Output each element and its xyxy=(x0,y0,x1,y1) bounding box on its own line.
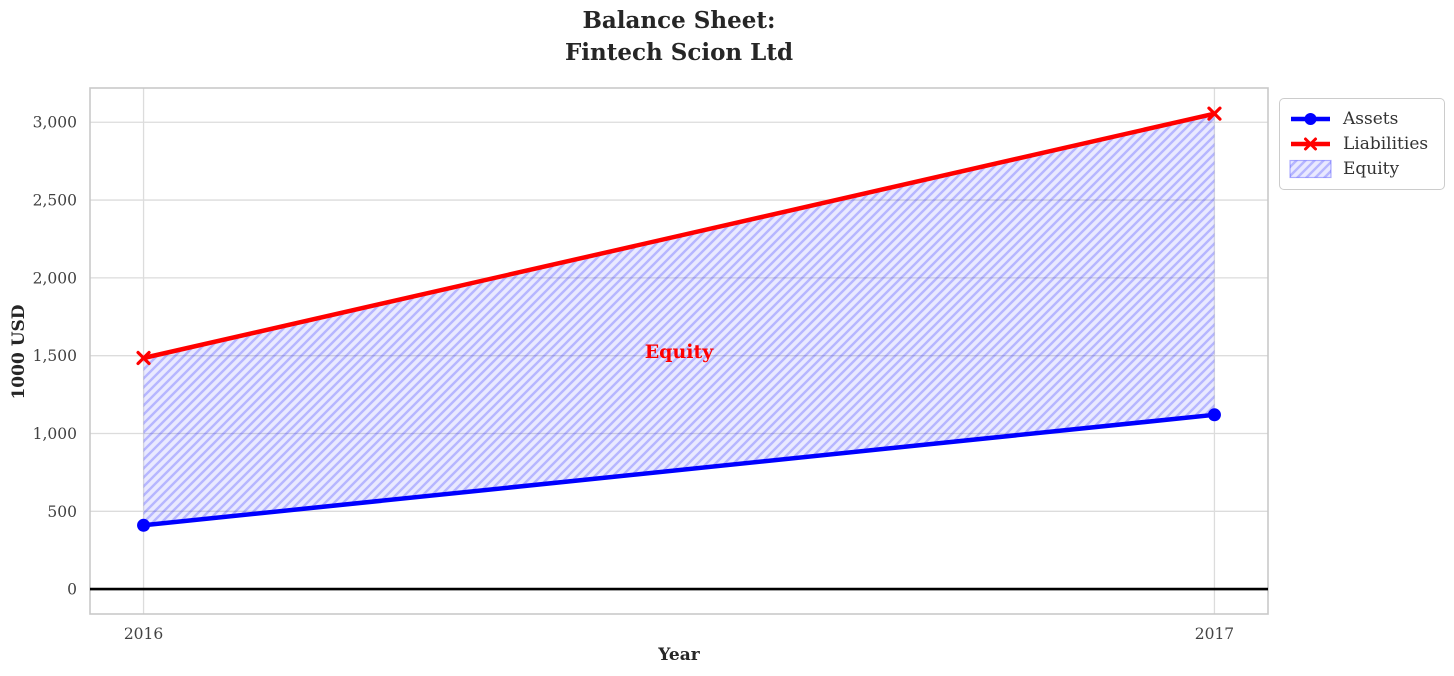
assets-marker xyxy=(1207,408,1221,422)
y-tick-label: 1,500 xyxy=(33,347,77,365)
liabilities-marker xyxy=(1207,106,1222,121)
legend-item-assets: Assets xyxy=(1289,109,1435,129)
legend: Assets Liabilities Equity xyxy=(1279,98,1445,190)
y-axis-label: 1000 USD xyxy=(9,304,29,400)
legend-item-liabilities: Liabilities xyxy=(1289,134,1435,154)
x-tick-label: 2017 xyxy=(1195,625,1234,643)
legend-label-equity: Equity xyxy=(1343,159,1400,180)
liabilities-line-swatch-icon xyxy=(1291,137,1330,151)
x-tick-label: 2016 xyxy=(124,625,163,643)
legend-label-assets: Assets xyxy=(1343,108,1399,129)
y-tick-label: 0 xyxy=(67,581,77,599)
legend-item-equity: Equity xyxy=(1289,159,1435,179)
liabilities-line xyxy=(143,111,1215,361)
chart-title-line-2: Fintech Scion Ltd xyxy=(564,39,794,66)
assets-line xyxy=(143,412,1215,528)
assets-marker xyxy=(137,518,151,532)
chart-title-line-1: Balance Sheet: xyxy=(582,7,776,34)
liabilities-marker xyxy=(136,350,151,366)
y-tick-label: 500 xyxy=(47,503,77,521)
y-tick-label: 1,000 xyxy=(33,425,77,443)
y-tick-label: 3,000 xyxy=(33,114,77,132)
equity-patch-swatch-icon xyxy=(1289,160,1332,179)
chart-title: Balance Sheet: Fintech Scion Ltd xyxy=(90,5,1268,69)
plot-border xyxy=(89,87,1269,615)
equity-annotation: Equity xyxy=(644,340,714,363)
y-tick-label: 2,000 xyxy=(33,269,77,287)
y-tick-label: 2,500 xyxy=(33,192,77,210)
legend-label-liabilities: Liabilities xyxy=(1343,133,1429,154)
equity-area xyxy=(143,113,1215,526)
x-axis-label: Year xyxy=(658,645,700,665)
assets-line-swatch-icon xyxy=(1291,112,1330,125)
